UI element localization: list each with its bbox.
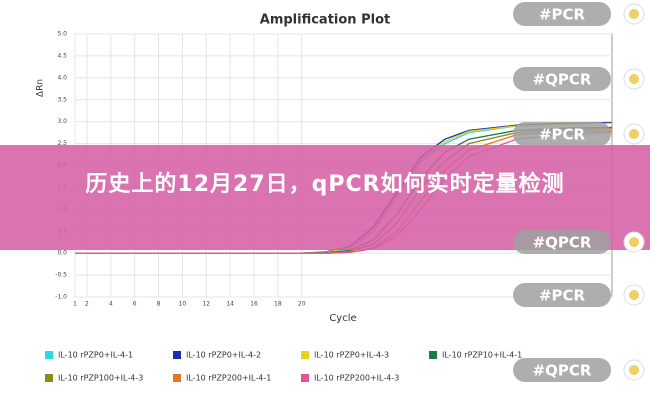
banner: 历史上的12月27日，qPCR如何实时定量检测: [0, 145, 650, 250]
tag-pill: [513, 358, 611, 382]
legend-swatch: [429, 351, 437, 359]
x-tick-label: 8: [157, 301, 161, 308]
x-tick-label: 20: [298, 301, 306, 308]
legend-label: IL-10 rPZP0+IL-4-3: [314, 351, 389, 360]
tag-label: #QPCR: [533, 71, 592, 89]
legend-label: IL-10 rPZP0+IL-4-2: [186, 351, 261, 360]
x-tick-label: 4: [109, 301, 113, 308]
legend-label: IL-10 rPZP0+IL-4-1: [58, 351, 133, 360]
tag-label: #PCR: [539, 287, 586, 305]
y-tick-label: 2.5: [57, 140, 67, 147]
tag-pill: [513, 2, 611, 26]
tag-dot: [629, 237, 639, 247]
tag-pill: [513, 283, 611, 307]
x-tick-label: 1: [73, 301, 77, 308]
tag-dot: [629, 9, 639, 19]
tag-label: #QPCR: [533, 362, 592, 380]
tag-label: #QPCR: [533, 234, 592, 252]
y-tick-label: 5.0: [57, 31, 67, 38]
x-tick-label: 18: [274, 301, 282, 308]
y-tick-label: -0.5: [55, 272, 67, 279]
legend-label: IL-10 rPZP10+IL-4-1: [442, 351, 522, 360]
x-axis-label: Cycle: [329, 313, 356, 324]
tag-dot: [629, 365, 639, 375]
legend-swatch: [173, 374, 181, 382]
legend-label: IL-10 rPZP200+IL-4-1: [186, 374, 271, 383]
y-axis-label: ΔRn: [36, 79, 46, 97]
tag-pill: [513, 230, 611, 254]
x-tick-label: 14: [226, 301, 234, 308]
tag-dot: [629, 74, 639, 84]
y-tick-label: 4.0: [57, 74, 67, 81]
tag-label: #PCR: [539, 126, 586, 144]
tag-label: #PCR: [539, 6, 586, 24]
x-tick-label: 6: [133, 301, 137, 308]
tag-pill: [513, 122, 611, 146]
y-tick-label: 4.5: [57, 52, 67, 59]
banner-title: 历史上的12月27日，qPCR如何实时定量检测: [85, 172, 565, 197]
legend-swatch: [173, 351, 181, 359]
x-tick-label: 16: [250, 301, 258, 308]
legend-swatch: [301, 351, 309, 359]
legend-swatch: [45, 374, 53, 382]
x-tick-label: 12: [202, 301, 210, 308]
tag-dot: [629, 129, 639, 139]
legend-swatch: [301, 374, 309, 382]
legend-label: IL-10 rPZP200+IL-4-3: [314, 374, 399, 383]
y-tick-label: 0.0: [57, 250, 67, 257]
x-tick-label: 2: [85, 301, 89, 308]
y-tick-label: -1.0: [55, 294, 67, 301]
y-tick-label: 3.0: [57, 118, 67, 125]
legend-label: IL-10 rPZP100+IL-4-3: [58, 374, 143, 383]
legend-swatch: [45, 351, 53, 359]
tag-pill: [513, 67, 611, 91]
x-tick-label: 10: [179, 301, 187, 308]
y-tick-label: 3.5: [57, 96, 67, 103]
tag-dot: [629, 290, 639, 300]
chart-title: Amplification Plot: [260, 13, 390, 28]
